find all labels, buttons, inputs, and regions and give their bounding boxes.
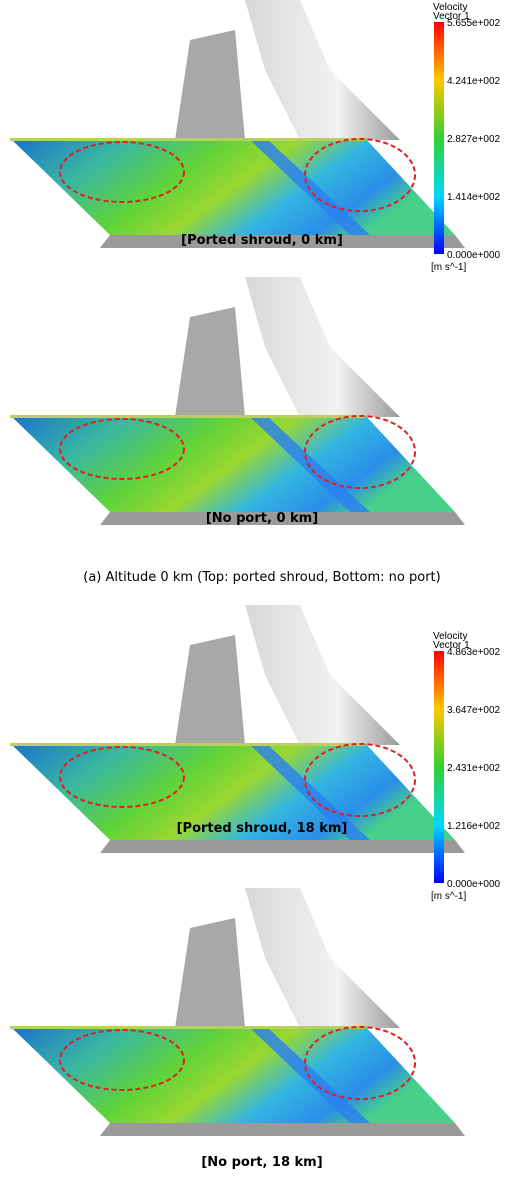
panel-caption: [No port, 18 km] — [201, 1155, 322, 1170]
colorbar-tick-label: 0.000e+000 — [447, 250, 501, 261]
colorbar-unit: [m s^-1] — [431, 891, 466, 902]
colorbar-unit: [m s^-1] — [431, 262, 466, 273]
colorbar — [434, 651, 444, 883]
panel-caption: [Ported shroud, 0 km] — [181, 233, 343, 248]
panel-caption: [No port, 0 km] — [206, 511, 318, 526]
colorbar-tick-label: 4.241e+002 — [447, 76, 501, 87]
cfd-image — [10, 277, 465, 525]
colorbar-tick-label: 0.000e+000 — [447, 879, 501, 890]
colorbar-tick-label: 2.827e+002 — [447, 134, 501, 145]
figure-caption: (a) Altitude 0 km (Top: ported shroud, B… — [83, 570, 440, 585]
colorbar — [434, 22, 444, 254]
colorbar-tick-label: 3.647e+002 — [447, 705, 501, 716]
colorbar-tick-label: 1.216e+002 — [447, 821, 501, 832]
colorbar-tick-label: 5.655e+002 — [447, 18, 501, 29]
cfd-image — [10, 888, 465, 1136]
colorbar-tick-label: 1.414e+002 — [447, 192, 501, 203]
cfd-image — [10, 0, 465, 248]
page: (a) Altitude 0 km (Top: ported shroud, B… — [0, 0, 524, 1180]
colorbar-tick-label: 4.863e+002 — [447, 647, 501, 658]
figure: (a) Altitude 0 km (Top: ported shroud, B… — [0, 0, 524, 1180]
panel-caption: [Ported shroud, 18 km] — [177, 821, 348, 836]
colorbar-tick-label: 2.431e+002 — [447, 763, 501, 774]
cfd-image — [10, 605, 465, 853]
